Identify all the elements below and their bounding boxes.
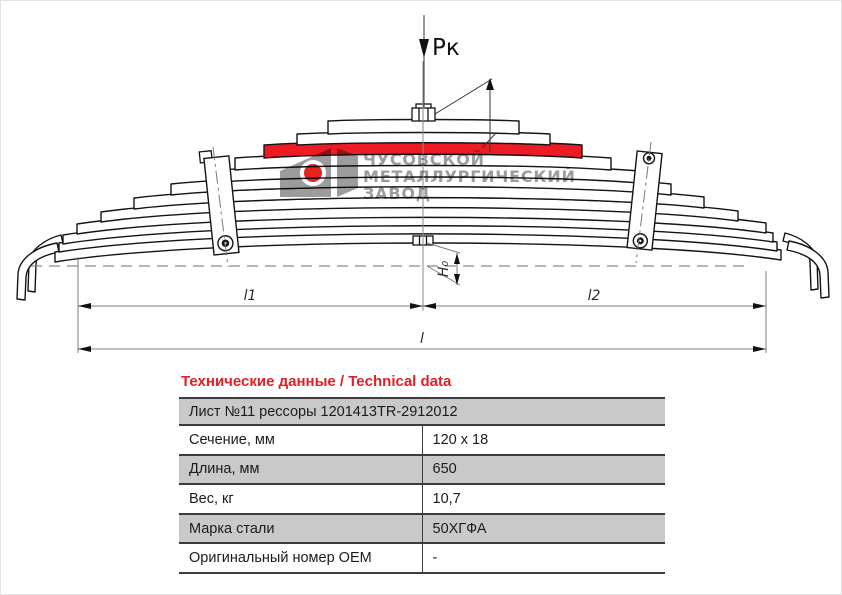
l2-label: l2 [588,288,601,304]
row-value: 50ХГФА [421,512,665,544]
logo-line-3: ЗАВОД [363,184,431,203]
l1-label: l1 [244,288,257,304]
technical-data-table: Лист №11 рессоры 1201413TR-2912012 Сечен… [179,397,665,574]
logo-watermark: ЧУСОВСКОЙ МЕТАЛЛУРГИЧЕСКИЙ ЗАВОД [280,148,576,203]
left-hook [16,234,64,301]
leaf-spring-drawing: Рк H₀ l1 [16,15,830,353]
table-row: Оригинальный номер OEM - [179,542,665,574]
row-value: 120 x 18 [421,424,665,455]
row-label: Оригинальный номер OEM [179,542,422,574]
h0-label: H₀ [436,261,452,278]
table-row: Вес, кг 10,7 [179,483,665,514]
right-hook [782,232,830,299]
row-label: Марка стали [179,512,422,544]
table-row: Марка стали 50ХГФА [179,512,665,544]
row-label: Вес, кг [179,483,422,514]
left-clamp-axis [212,146,229,268]
logo-line-2: МЕТАЛЛУРГИЧЕСКИЙ [363,167,576,186]
right-clamp [626,150,663,251]
row-label: Длина, мм [179,453,422,485]
row-label: Сечение, мм [179,424,422,455]
leaf-callout [434,78,496,152]
table-row: Сечение, мм 120 x 18 [179,424,665,455]
l-label: l [420,331,424,347]
dimension-h0: H₀ [426,242,461,286]
dimension-l: l [78,331,766,352]
callout-arrow [486,78,494,90]
right-clamp-axis [635,141,652,264]
table-row: Длина, мм 650 [179,453,665,485]
row-value: - [421,542,665,574]
force-arrow: Рк [419,15,460,107]
table-header-row: Лист №11 рессоры 1201413TR-2912012 [179,397,665,425]
section-title: Технические данные / Technical data [181,373,452,390]
table-header: Лист №11 рессоры 1201413TR-2912012 [179,397,665,425]
technical-data-section: Технические данные / Technical data Лист… [179,373,665,574]
force-label: Рк [432,35,460,61]
dimension-l2: l2 [423,288,766,309]
logo-line-1: ЧУСОВСКОЙ [363,150,485,169]
row-value: 10,7 [421,483,665,514]
logo-mark-icon [280,148,358,197]
dimension-l1: l1 [78,288,423,309]
row-value: 650 [421,453,665,485]
